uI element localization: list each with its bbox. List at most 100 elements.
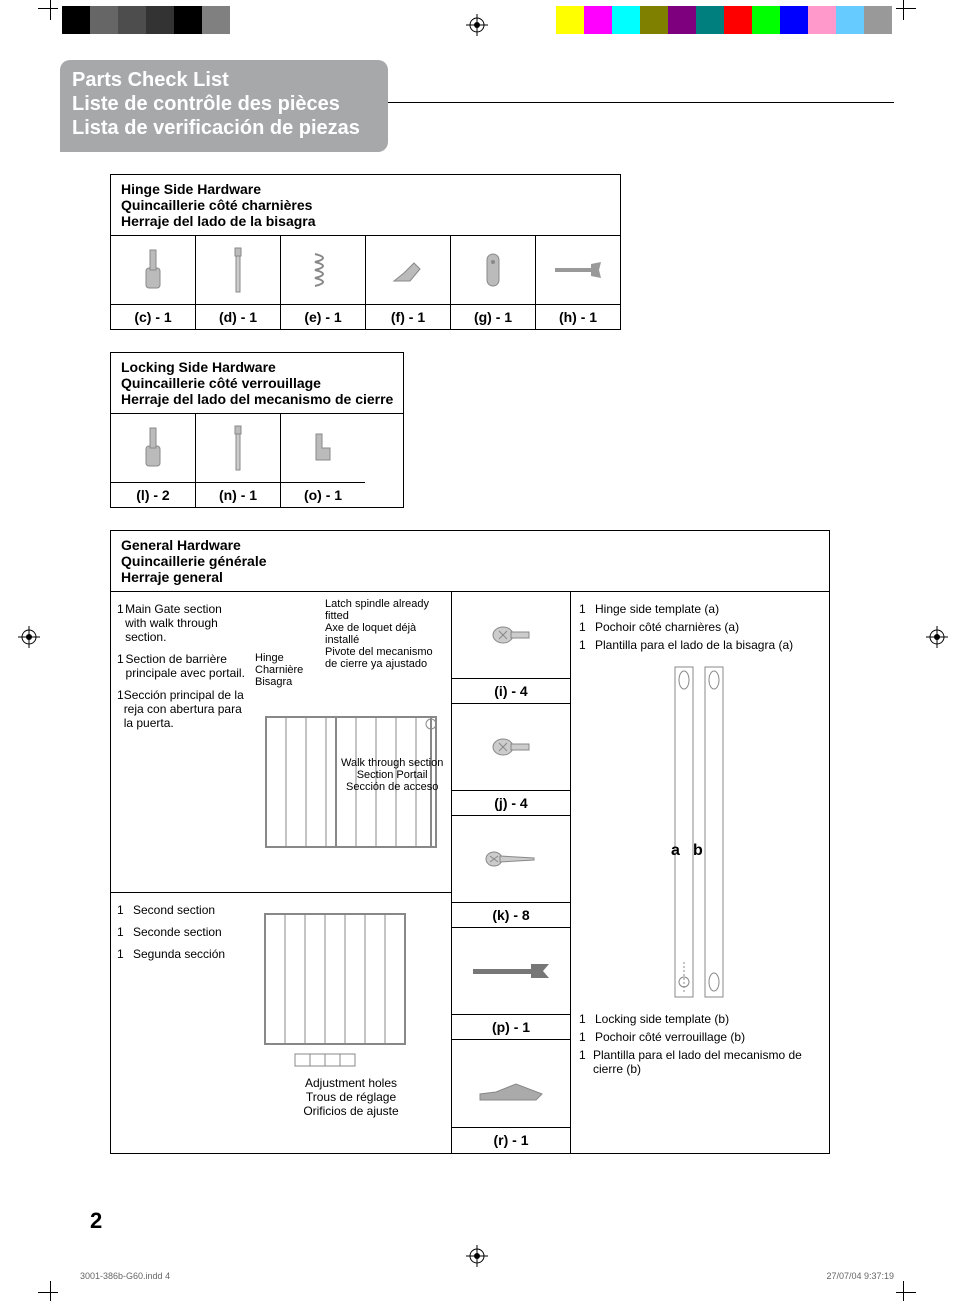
tmpl-a-en: Hinge side template (a) bbox=[595, 602, 719, 616]
part-cell: (f) - 1 bbox=[366, 236, 451, 329]
hinge-side-header-en: Hinge Side Hardware bbox=[121, 181, 610, 197]
screw-icon bbox=[452, 592, 570, 678]
qty: 1 bbox=[117, 947, 133, 961]
footer: 3001-386b-G60.indd 4 27/07/04 9:37:19 bbox=[80, 1271, 894, 1281]
hinge-side-header-fr: Quincaillerie côté charnières bbox=[121, 197, 610, 213]
color-swatch bbox=[668, 6, 696, 34]
locking-side-header-en: Locking Side Hardware bbox=[121, 359, 393, 375]
latch-fr: Axe de loquet déjà installé bbox=[325, 622, 447, 646]
color-swatch bbox=[864, 6, 892, 34]
part-label: (g) - 1 bbox=[451, 304, 535, 329]
color-swatch bbox=[146, 6, 174, 34]
locking-side-header-es: Herraje del lado del mecanismo de cierre bbox=[121, 391, 393, 407]
hinge-label-en: Hinge bbox=[255, 652, 303, 664]
color-swatch bbox=[118, 6, 146, 34]
label-b: b bbox=[693, 842, 703, 860]
color-swatch bbox=[90, 6, 118, 34]
locking-side-header-fr: Quincaillerie côté verrouillage bbox=[121, 375, 393, 391]
color-swatch bbox=[640, 6, 668, 34]
crop-mark bbox=[903, 1281, 904, 1301]
crop-mark bbox=[38, 1292, 58, 1293]
label-a: a bbox=[671, 842, 680, 860]
screw-label: (i) - 4 bbox=[452, 678, 570, 703]
adjust-en: Adjustment holes bbox=[255, 1076, 447, 1090]
part-icon bbox=[111, 414, 195, 482]
screw-cell: (j) - 4 bbox=[452, 704, 570, 816]
second-es: Segunda sección bbox=[133, 947, 225, 961]
screw-icon bbox=[452, 704, 570, 790]
general-hardware-header: General Hardware Quincaillerie générale … bbox=[111, 531, 829, 592]
part-label: (o) - 1 bbox=[281, 482, 365, 507]
qty: 1 bbox=[579, 1048, 593, 1076]
part-cell: (e) - 1 bbox=[281, 236, 366, 329]
screw-cell: (k) - 8 bbox=[452, 816, 570, 928]
title-en: Parts Check List bbox=[72, 68, 360, 92]
qty: 1 bbox=[579, 620, 595, 634]
tmpl-b-fr: Pochoir côté verrouillage (b) bbox=[595, 1030, 745, 1044]
locking-side-header: Locking Side Hardware Quincaillerie côté… bbox=[111, 353, 403, 414]
qty: 1 bbox=[117, 903, 133, 917]
templates-icon bbox=[660, 662, 740, 1002]
color-swatch bbox=[836, 6, 864, 34]
part-label: (l) - 2 bbox=[111, 482, 195, 507]
qty: 1 bbox=[117, 602, 125, 644]
screw-cell: (i) - 4 bbox=[452, 592, 570, 704]
second-en: Second section bbox=[133, 903, 215, 917]
color-swatch bbox=[174, 6, 202, 34]
part-cell: (h) - 1 bbox=[536, 236, 620, 329]
walkthrough-fr: Section Portail bbox=[341, 769, 443, 781]
main-gate-en: Main Gate section with walk through sect… bbox=[125, 602, 245, 644]
tmpl-b-en: Locking side template (b) bbox=[595, 1012, 729, 1026]
footer-filename: 3001-386b-G60.indd 4 bbox=[80, 1271, 170, 1281]
color-bars-left bbox=[62, 6, 230, 34]
title-fr: Liste de contrôle des pièces bbox=[72, 92, 360, 116]
qty: 1 bbox=[117, 652, 126, 680]
tmpl-a-es: Plantilla para el lado de la bisagra (a) bbox=[595, 638, 793, 652]
templates-column: 1Hinge side template (a) 1Pochoir côté c… bbox=[571, 592, 829, 1153]
crop-mark bbox=[50, 0, 51, 20]
color-swatch bbox=[808, 6, 836, 34]
tmpl-b-es: Plantilla para el lado del mecanismo de … bbox=[593, 1048, 821, 1076]
part-label: (h) - 1 bbox=[536, 304, 620, 329]
second-section-diagram: Adjustment holes Trous de réglage Orific… bbox=[251, 893, 451, 1153]
main-gate-text: 1Main Gate section with walk through sec… bbox=[111, 592, 251, 892]
hinge-parts-row: (c) - 1(d) - 1(e) - 1(f) - 1(g) - 1(h) -… bbox=[111, 236, 620, 329]
part-label: (d) - 1 bbox=[196, 304, 280, 329]
registration-mark-icon bbox=[926, 626, 948, 648]
color-swatch bbox=[724, 6, 752, 34]
title-block: Parts Check List Liste de contrôle des p… bbox=[60, 60, 388, 152]
general-header-fr: Quincaillerie générale bbox=[121, 553, 819, 569]
second-fr: Seconde section bbox=[133, 925, 222, 939]
locking-parts-row: (l) - 2(n) - 1(o) - 1 bbox=[111, 414, 403, 507]
screw-label: (k) - 8 bbox=[452, 902, 570, 927]
part-cell: (g) - 1 bbox=[451, 236, 536, 329]
screw-cell: (p) - 1 bbox=[452, 928, 570, 1040]
general-hardware-box: General Hardware Quincaillerie générale … bbox=[110, 530, 830, 1154]
qty: 1 bbox=[579, 1012, 595, 1026]
screw-label: (r) - 1 bbox=[452, 1127, 570, 1152]
part-icon bbox=[366, 236, 450, 304]
general-header-es: Herraje general bbox=[121, 569, 819, 585]
part-cell: (o) - 1 bbox=[281, 414, 365, 507]
part-icon bbox=[196, 414, 280, 482]
qty: 1 bbox=[579, 1030, 595, 1044]
color-swatch bbox=[556, 6, 584, 34]
color-swatch bbox=[696, 6, 724, 34]
crop-mark bbox=[896, 1292, 916, 1293]
adjust-fr: Trous de réglage bbox=[255, 1090, 447, 1104]
screw-label: (p) - 1 bbox=[452, 1014, 570, 1039]
registration-mark-icon bbox=[466, 1245, 488, 1267]
color-swatch bbox=[584, 6, 612, 34]
part-icon bbox=[451, 236, 535, 304]
screw-label: (j) - 4 bbox=[452, 790, 570, 815]
part-icon bbox=[281, 236, 365, 304]
color-bars-right bbox=[556, 6, 892, 34]
footer-date: 27/07/04 9:37:19 bbox=[826, 1271, 894, 1281]
second-section-text: 1Second section 1Seconde section 1Segund… bbox=[111, 893, 251, 1153]
color-swatch bbox=[752, 6, 780, 34]
part-label: (f) - 1 bbox=[366, 304, 450, 329]
part-cell: (n) - 1 bbox=[196, 414, 281, 507]
color-swatch bbox=[62, 6, 90, 34]
part-icon bbox=[196, 236, 280, 304]
walkthrough-en: Walk through section bbox=[341, 757, 443, 769]
